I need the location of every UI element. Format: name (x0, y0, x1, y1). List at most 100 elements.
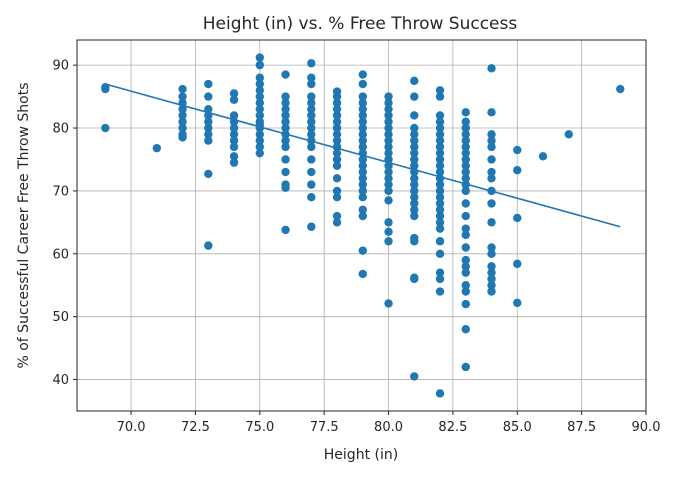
data-point (281, 104, 290, 114)
data-point (487, 174, 496, 183)
data-point (281, 92, 290, 101)
data-point (358, 269, 367, 279)
x-tick-label: 72.5 (181, 420, 210, 435)
data-point (281, 136, 290, 145)
data-point (384, 218, 393, 227)
data-point (358, 167, 367, 177)
data-point (435, 123, 445, 133)
data-point (307, 123, 316, 133)
data-point (358, 155, 367, 164)
data-point (204, 117, 213, 126)
data-point (461, 268, 470, 277)
data-point (255, 79, 265, 89)
data-point (513, 165, 522, 175)
data-point (229, 136, 239, 145)
data-point (332, 92, 342, 101)
data-point (332, 174, 342, 183)
x-tick-label: 85.0 (503, 420, 532, 435)
data-point (358, 211, 367, 221)
data-point (513, 259, 522, 269)
data-point (255, 60, 265, 70)
data-point (487, 287, 496, 296)
data-point (461, 186, 470, 196)
plot-frame (76, 39, 647, 412)
data-point (461, 211, 470, 221)
data-point (435, 167, 445, 177)
data-point (384, 104, 393, 114)
data-point (307, 73, 316, 82)
data-point (255, 92, 265, 101)
data-point (281, 142, 290, 152)
data-point (307, 222, 316, 231)
data-point (435, 287, 445, 296)
x-tick-label: 70.0 (117, 420, 146, 435)
data-point (435, 249, 445, 258)
data-point (384, 111, 393, 120)
data-point (487, 274, 496, 284)
data-point (487, 249, 496, 258)
data-point (410, 205, 419, 214)
data-point (384, 174, 393, 183)
data-point (461, 362, 470, 372)
data-point (358, 193, 367, 202)
data-point (435, 186, 445, 196)
data-point (358, 205, 367, 214)
data-point (461, 167, 470, 177)
data-point (229, 123, 239, 133)
data-point (358, 98, 367, 108)
data-point (435, 218, 445, 227)
data-point (178, 84, 187, 94)
data-point (410, 148, 419, 158)
data-point (358, 174, 367, 183)
data-point (255, 136, 265, 145)
data-point (332, 211, 342, 221)
data-point (487, 243, 496, 252)
data-point (307, 92, 316, 101)
x-tick-label: 75.0 (245, 420, 274, 435)
data-point (307, 142, 316, 152)
x-axis-label: Height (in) (324, 447, 398, 463)
data-point (332, 117, 342, 126)
data-point (410, 372, 419, 381)
data-point (307, 193, 316, 202)
data-point (152, 143, 162, 153)
data-point (358, 180, 367, 189)
x-tick-label: 82.5 (438, 420, 467, 435)
y-tick-label: 70 (52, 184, 69, 199)
x-tick-label: 90.0 (632, 420, 661, 435)
data-points (101, 53, 625, 398)
data-point (307, 130, 316, 139)
data-point (178, 117, 187, 126)
data-point (384, 180, 393, 189)
data-point (101, 84, 110, 94)
data-point (281, 155, 290, 164)
data-point (487, 136, 496, 145)
data-point (204, 136, 213, 145)
data-point (410, 237, 419, 246)
data-point (435, 274, 445, 284)
data-point (178, 111, 187, 120)
data-point (487, 262, 496, 271)
data-point (410, 92, 419, 101)
data-point (281, 111, 290, 120)
data-point (358, 111, 367, 120)
data-point (461, 243, 470, 252)
y-axis-label: % of Successful Career Free Throw Shots (16, 82, 32, 368)
data-point (384, 92, 393, 101)
data-point (332, 218, 342, 227)
data-point (461, 108, 470, 117)
data-point (410, 155, 419, 164)
data-point (307, 111, 316, 120)
data-point (229, 158, 239, 167)
data-point (229, 130, 239, 139)
data-point (435, 268, 445, 277)
data-point (513, 298, 522, 308)
data-point (410, 186, 419, 196)
data-point (281, 183, 290, 192)
data-point (410, 274, 419, 284)
data-point (435, 142, 445, 152)
data-point (358, 161, 367, 170)
data-point (461, 130, 470, 139)
y-tick-label: 80 (52, 122, 69, 137)
